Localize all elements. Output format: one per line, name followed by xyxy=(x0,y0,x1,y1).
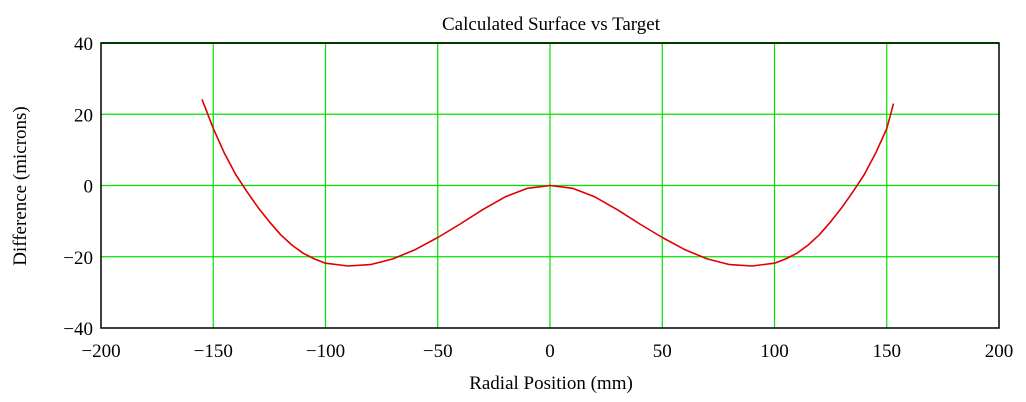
plot-frame xyxy=(100,42,1000,329)
y-tick-label: 40 xyxy=(74,34,93,55)
x-tick-label: −200 xyxy=(81,341,120,362)
y-tick-label: 20 xyxy=(74,105,93,126)
series-layer xyxy=(201,99,895,267)
y-tick-label: 0 xyxy=(84,177,94,198)
y-tick-label: −20 xyxy=(63,248,93,269)
series-line xyxy=(201,99,895,267)
x-tick-label: 100 xyxy=(760,341,789,362)
x-tick-label: −150 xyxy=(194,341,233,362)
y-axis-label: Difference (microns) xyxy=(10,106,31,266)
x-tick-label: −50 xyxy=(423,341,453,362)
x-axis-label: Radial Position (mm) xyxy=(469,373,633,394)
x-tick-label: 0 xyxy=(545,341,555,362)
x-tick-label: 200 xyxy=(985,341,1014,362)
y-tick-label: −40 xyxy=(63,319,93,340)
x-tick-label: −100 xyxy=(306,341,345,362)
x-tick-label: 50 xyxy=(653,341,672,362)
x-tick-label: 150 xyxy=(873,341,902,362)
chart-title: Calculated Surface vs Target xyxy=(442,14,661,35)
